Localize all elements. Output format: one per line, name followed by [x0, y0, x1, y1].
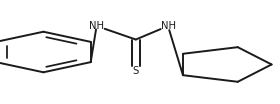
- Text: NH: NH: [89, 21, 104, 31]
- Text: NH: NH: [160, 21, 176, 31]
- Text: S: S: [133, 66, 139, 76]
